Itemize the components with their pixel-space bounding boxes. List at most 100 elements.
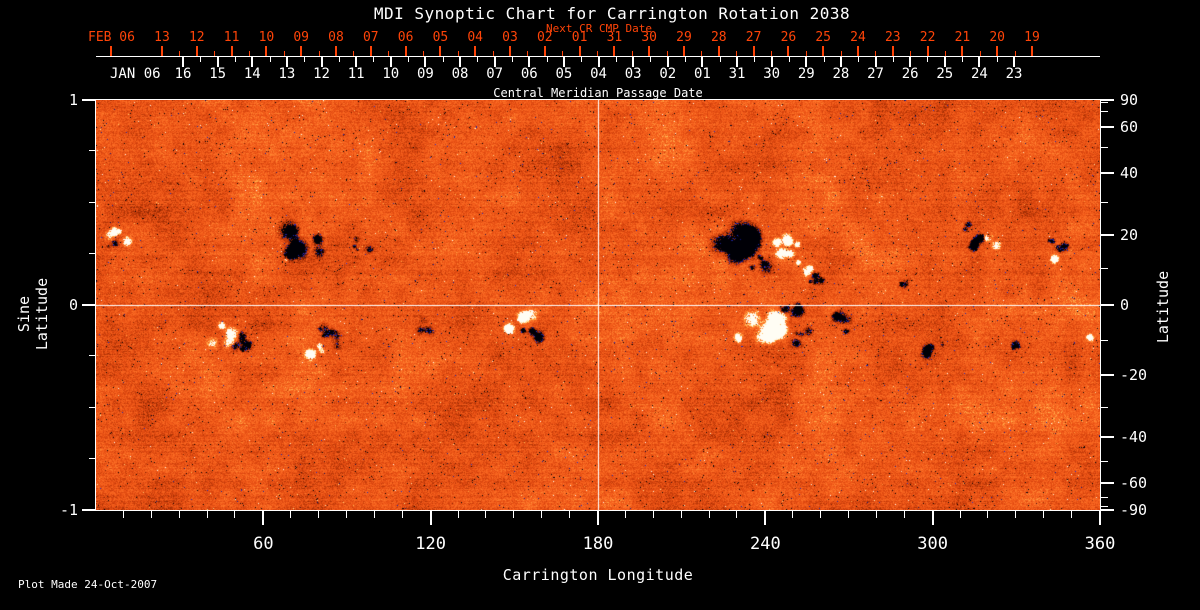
cmp-day-tick (562, 57, 565, 67)
next-cr-axis-title: Next CR CMP Date (546, 22, 652, 35)
cmp-day-label: 28 (832, 66, 850, 82)
next-cr-halfday-tick (423, 51, 424, 57)
next-cr-day-label: 03 (502, 30, 518, 45)
cmp-day-label: 06 (520, 66, 538, 82)
longitude-minor-tick (820, 511, 822, 518)
next-cr-day-tick (926, 46, 929, 57)
cmp-halfday-tick (546, 57, 548, 62)
sine-latitude-axis-title: Sine Latitude (15, 277, 51, 351)
longitude-minor-tick (513, 511, 515, 518)
longitude-minor-tick (1043, 511, 1045, 518)
next-cr-day-tick (195, 46, 198, 57)
cmp-halfday-tick (615, 57, 617, 62)
cmp-day-tick (528, 57, 531, 67)
longitude-minor-tick (652, 511, 654, 518)
next-cr-day-tick (961, 46, 964, 57)
next-cr-month-label: FEB 06 (88, 30, 135, 45)
latitude-major-tick (1101, 304, 1114, 306)
next-cr-day-label: 05 (432, 30, 449, 45)
cmp-day-tick (978, 57, 981, 67)
cmp-day-label: 31 (728, 66, 746, 82)
cmp-day-label: 01 (693, 66, 711, 82)
sine-minor-tick (89, 406, 96, 408)
next-cr-day-tick (996, 46, 999, 57)
cmp-day-label: 15 (209, 66, 227, 82)
next-cr-day-label: 29 (676, 30, 692, 45)
next-cr-day-label: 13 (154, 30, 170, 45)
cmp-day-tick (701, 57, 704, 67)
cmp-day-tick (839, 57, 842, 67)
cmp-halfday-tick (304, 57, 306, 62)
next-cr-day-label: 23 (884, 30, 901, 45)
next-cr-day-tick (161, 46, 163, 57)
cmp-day-label: 26 (901, 66, 919, 82)
cmp-halfday-tick (996, 57, 998, 62)
cmp-day-tick (320, 57, 323, 67)
longitude-minor-tick (792, 511, 794, 518)
longitude-minor-tick (401, 511, 403, 518)
cmp-day-tick (493, 57, 496, 67)
next-cr-halfday-tick (631, 51, 633, 57)
latitude-tick-label: 40 (1120, 164, 1139, 183)
cmp-day-label: 25 (936, 66, 954, 82)
cmp-halfday-tick (788, 57, 790, 62)
next-cr-day-label: 10 (258, 30, 275, 45)
longitude-minor-tick (150, 511, 152, 518)
sine-minor-tick (89, 355, 96, 357)
longitude-major-tick (931, 511, 934, 525)
latitude-major-tick (1101, 233, 1114, 236)
cmp-day-label: 02 (659, 66, 677, 82)
longitude-minor-tick (485, 511, 487, 518)
longitude-tick-label: 300 (917, 534, 949, 554)
cmp-halfday-tick (477, 57, 479, 62)
next-cr-day-tick (474, 46, 477, 57)
cmp-day-label: 09 (416, 66, 434, 82)
next-cr-day-label: 21 (954, 30, 971, 45)
next-cr-halfday-tick (840, 51, 842, 57)
cmp-day-label: 30 (763, 66, 781, 82)
longitude-minor-tick (624, 511, 626, 518)
next-cr-day-label: 12 (188, 30, 205, 45)
latitude-minor-tick (1101, 461, 1108, 463)
next-cr-day-tick (230, 46, 233, 57)
sine-major-tick (82, 99, 96, 101)
next-cr-halfday-tick (805, 51, 807, 57)
cmp-day-tick (389, 57, 392, 67)
latitude-tick-label: -60 (1120, 473, 1148, 492)
latitude-axis-title: Latitude (1154, 270, 1172, 344)
cmp-day-tick (666, 57, 669, 67)
longitude-tick-label: 360 (1084, 534, 1116, 554)
next-cr-day-label: 27 (745, 30, 762, 45)
next-cr-day-label: 04 (467, 30, 484, 45)
longitude-minor-tick (875, 511, 877, 518)
latitude-tick-label: -40 (1120, 427, 1148, 446)
longitude-major-tick (429, 511, 432, 525)
cmp-day-tick (597, 57, 600, 67)
cmp-day-tick (874, 57, 877, 67)
cmp-day-label: 29 (797, 66, 815, 82)
latitude-tick-label: 20 (1120, 225, 1139, 244)
cmp-halfday-tick (858, 57, 860, 62)
cmp-halfday-tick (962, 57, 964, 62)
cmp-day-label: 07 (486, 66, 504, 82)
cmp-day-tick (1013, 57, 1015, 67)
cmp-halfday-tick (754, 57, 756, 62)
next-cr-halfday-tick (875, 51, 877, 57)
next-cr-day-tick (509, 46, 511, 57)
next-cr-halfday-tick (283, 51, 285, 57)
cmp-day-tick (424, 57, 427, 67)
longitude-minor-tick (987, 511, 989, 518)
next-cr-day-tick (683, 46, 685, 57)
next-cr-day-label: 20 (989, 30, 1006, 45)
longitude-minor-tick (708, 511, 710, 518)
latitude-major-tick (1101, 374, 1114, 377)
next-cr-halfday-tick (457, 51, 459, 57)
longitude-minor-tick (959, 511, 961, 518)
next-cr-halfday-tick (527, 51, 529, 57)
longitude-minor-tick (290, 511, 292, 518)
next-cr-day-tick (1031, 46, 1033, 57)
next-cr-day-tick (648, 46, 651, 57)
longitude-minor-tick (1071, 511, 1073, 518)
cmp-halfday-tick (442, 57, 444, 62)
latitude-minor-tick (1101, 339, 1108, 341)
